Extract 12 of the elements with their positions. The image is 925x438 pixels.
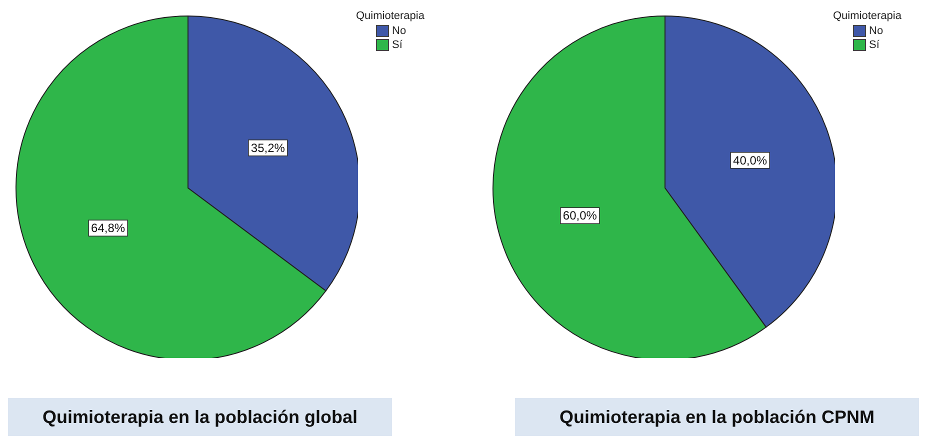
data-label: 60,0% bbox=[562, 208, 598, 223]
legend-label: No bbox=[869, 25, 884, 37]
legend-label: Sí bbox=[392, 39, 402, 51]
legend-title: Quimioterapia bbox=[356, 10, 426, 22]
text: Quimioterapia en la población global bbox=[8, 398, 392, 436]
legend-label: Sí bbox=[869, 39, 880, 51]
legend-title: Quimioterapia bbox=[833, 10, 902, 22]
data-label: 64,8% bbox=[91, 221, 126, 236]
legend-label: No bbox=[392, 25, 406, 37]
data-label: 35,2% bbox=[250, 140, 286, 155]
text: Quimioterapia en la población CPNM bbox=[515, 398, 919, 436]
data-label: 40,0% bbox=[733, 153, 768, 168]
